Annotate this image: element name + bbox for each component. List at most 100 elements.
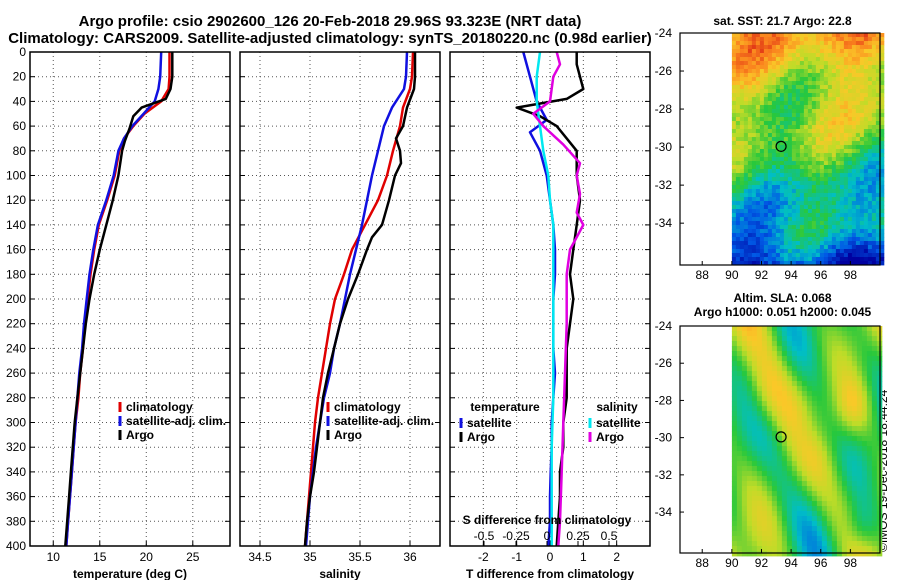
map-cell (843, 169, 849, 174)
map-cell (861, 421, 868, 427)
map-cell (807, 229, 813, 234)
map-cell (826, 391, 833, 397)
map-cell (827, 117, 833, 122)
map-cell (811, 441, 818, 447)
map-cell (859, 41, 865, 46)
map-cell (746, 436, 753, 442)
map-cell (879, 205, 885, 210)
map-cell (801, 326, 808, 332)
map-cell (851, 386, 858, 392)
map-cell (746, 461, 753, 467)
map-cell (775, 33, 781, 38)
map-cell (747, 113, 753, 118)
map-cell (859, 117, 865, 122)
map-cell (786, 496, 793, 502)
map-cell (859, 137, 865, 142)
map-cell (871, 466, 878, 472)
map-cell (761, 491, 768, 497)
map-cell (791, 241, 797, 246)
map-cell (735, 173, 741, 178)
map-cell (823, 117, 829, 122)
map-cell (835, 117, 841, 122)
map-cell (775, 125, 781, 130)
map-cell (835, 213, 841, 218)
map-cell (851, 133, 857, 138)
map-cell (755, 257, 761, 262)
map-cell (755, 33, 761, 38)
map-cell (821, 521, 828, 527)
map-cell (815, 241, 821, 246)
map-cell (763, 105, 769, 110)
map-cell (811, 431, 818, 437)
map-cell (796, 336, 803, 342)
map-cell (771, 57, 777, 62)
map-cell (763, 109, 769, 114)
map-cell (826, 416, 833, 422)
map-cell (826, 481, 833, 487)
map-cell (767, 37, 773, 42)
map-cell (811, 336, 818, 342)
map-cell (747, 157, 753, 162)
map-cell (756, 516, 763, 522)
map-cell (816, 346, 823, 352)
map-cell (815, 41, 821, 46)
map-cell (875, 225, 881, 230)
map-cell (746, 401, 753, 407)
map-cell (859, 169, 865, 174)
map-cell (871, 491, 878, 497)
map-cell (867, 117, 873, 122)
map-cell (871, 173, 877, 178)
map-cell (751, 109, 757, 114)
map-cell (807, 129, 813, 134)
map-cell (875, 61, 881, 66)
map-cell (746, 356, 753, 362)
map-cell (747, 61, 753, 66)
map-cell (781, 356, 788, 362)
map-cell (871, 551, 878, 557)
map-cell (783, 141, 789, 146)
map-cell (801, 516, 808, 522)
map-cell (771, 416, 778, 422)
map-cell (847, 209, 853, 214)
map-cell (841, 391, 848, 397)
map-cell (811, 117, 817, 122)
map-cell (846, 431, 853, 437)
map-cell (747, 217, 753, 222)
map-cell (756, 431, 763, 437)
map-cell (823, 81, 829, 86)
map-cell (835, 253, 841, 258)
map-cell (871, 245, 877, 250)
map-cell (747, 53, 753, 58)
map-cell (775, 41, 781, 46)
map-cell (786, 536, 793, 542)
map-cell (731, 225, 737, 230)
map-cell (831, 197, 837, 202)
map-cell (821, 456, 828, 462)
map-cell (767, 161, 773, 166)
map-cell (751, 376, 758, 382)
map-cell (871, 346, 878, 352)
map-cell (763, 169, 769, 174)
map-cell (827, 45, 833, 50)
map-cell (819, 69, 825, 74)
map-cell (796, 376, 803, 382)
map-cell (856, 421, 863, 427)
map-cell (823, 249, 829, 254)
map-cell (781, 341, 788, 347)
map-cell (826, 381, 833, 387)
map-cell (806, 356, 813, 362)
map-cell (801, 371, 808, 377)
map-cell (741, 366, 748, 372)
map-cell (786, 481, 793, 487)
map-cell (815, 117, 821, 122)
map-cell (831, 101, 837, 106)
map-cell (775, 45, 781, 50)
map-cell (799, 33, 805, 38)
map-cell (783, 185, 789, 190)
map-cell (841, 466, 848, 472)
map-cell (851, 257, 857, 262)
map-cell (755, 141, 761, 146)
map-cell (839, 69, 845, 74)
map-cell (839, 101, 845, 106)
map-cell (875, 189, 881, 194)
